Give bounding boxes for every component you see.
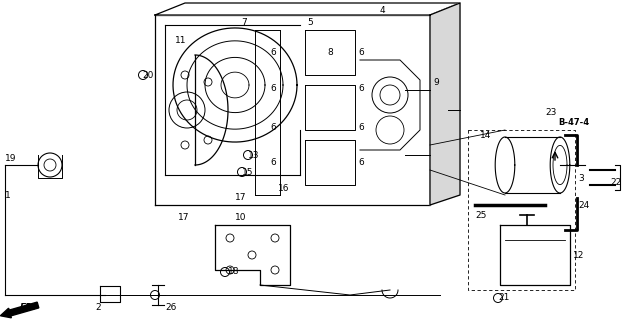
Text: 12: 12 — [573, 251, 584, 260]
Text: 6: 6 — [358, 47, 364, 57]
Text: 24: 24 — [578, 201, 589, 210]
Text: 6: 6 — [358, 84, 364, 92]
Text: 4: 4 — [380, 5, 386, 14]
Text: 3: 3 — [578, 173, 584, 182]
Text: 15: 15 — [242, 167, 254, 177]
Text: 9: 9 — [433, 77, 439, 86]
Polygon shape — [430, 3, 460, 205]
Text: 1: 1 — [5, 190, 11, 199]
Text: 14: 14 — [480, 131, 492, 140]
Text: 2: 2 — [95, 302, 101, 311]
Text: 6: 6 — [358, 123, 364, 132]
Text: 6: 6 — [270, 47, 276, 57]
Text: 25: 25 — [475, 211, 487, 220]
Text: 10: 10 — [235, 213, 247, 222]
Text: 8: 8 — [327, 47, 333, 57]
Text: 5: 5 — [307, 18, 313, 27]
Polygon shape — [155, 3, 460, 15]
Text: 19: 19 — [5, 154, 16, 163]
FancyArrow shape — [1, 302, 39, 318]
Text: 16: 16 — [278, 183, 290, 193]
Text: 6: 6 — [270, 157, 276, 166]
Text: 13: 13 — [248, 150, 260, 159]
Text: 6: 6 — [270, 84, 276, 92]
Text: 21: 21 — [498, 293, 510, 302]
Text: FR.: FR. — [20, 303, 37, 313]
Text: 20: 20 — [142, 70, 153, 79]
Text: 22: 22 — [610, 178, 621, 187]
Text: 17: 17 — [235, 194, 247, 203]
Text: 6: 6 — [358, 157, 364, 166]
Text: 23: 23 — [545, 108, 556, 116]
Text: 6: 6 — [270, 123, 276, 132]
Text: 17: 17 — [178, 213, 189, 222]
Text: B-47-4: B-47-4 — [558, 117, 589, 126]
Text: 7: 7 — [241, 18, 247, 27]
Text: 26: 26 — [165, 302, 176, 311]
Text: 11: 11 — [175, 36, 186, 44]
Text: 18: 18 — [228, 268, 239, 276]
